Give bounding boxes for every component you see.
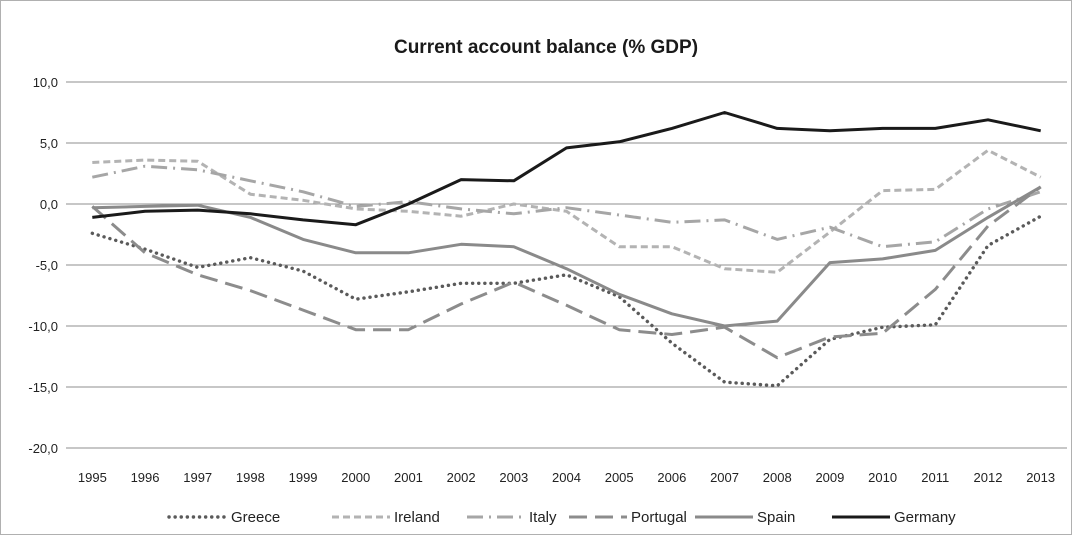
x-tick-label: 1999: [289, 470, 318, 485]
series-line-italy: [91, 164, 1042, 249]
x-tick-label: 2012: [974, 470, 1003, 485]
x-tick-label: 2007: [710, 470, 739, 485]
x-tick-label: 1997: [183, 470, 212, 485]
legend-label-germany: Germany: [894, 509, 956, 526]
x-tick-label: 2009: [815, 470, 844, 485]
legend-label-italy: Italy: [529, 509, 557, 526]
x-tick-label: 2013: [1026, 470, 1055, 485]
series-line-portugal: [91, 185, 1042, 360]
y-tick-label: -20,0: [28, 441, 58, 456]
x-axis-tick-labels: 1995 1996 1997 1998 1999 2000 2001 2002 2003 2004…: [78, 470, 1055, 485]
series-line-germany: [92, 111, 1042, 227]
y-tick-label: -5,0: [36, 258, 58, 273]
x-tick-label: 2003: [499, 470, 528, 485]
gridlines: [66, 81, 1067, 449]
chart-title: Current account balance (% GDP): [394, 37, 698, 58]
legend-label-ireland: Ireland: [394, 509, 440, 526]
x-tick-label: 2006: [657, 470, 686, 485]
x-tick-label: 2004: [552, 470, 581, 485]
legend-label-greece: Greece: [231, 509, 280, 526]
series-lines: [90, 111, 1043, 388]
x-tick-label: 2008: [763, 470, 792, 485]
y-tick-label: 5,0: [40, 136, 58, 151]
y-axis-tick-labels: 10,0 5,0 0,0 -5,0 -10,0 -15,0 -20,0: [28, 75, 58, 456]
y-tick-label: -10,0: [28, 319, 58, 334]
series-line-greece: [90, 214, 1043, 388]
x-tick-label: 1996: [131, 470, 160, 485]
x-tick-label: 2005: [605, 470, 634, 485]
x-tick-label: 2001: [394, 470, 423, 485]
x-tick-label: 2002: [447, 470, 476, 485]
x-tick-label: 2010: [868, 470, 897, 485]
y-tick-label: -15,0: [28, 380, 58, 395]
legend-label-portugal: Portugal: [631, 509, 687, 526]
x-tick-label: 1995: [78, 470, 107, 485]
x-tick-label: 1998: [236, 470, 265, 485]
legend-label-spain: Spain: [757, 509, 795, 526]
series-line-spain: [92, 185, 1042, 328]
series-line-ireland: [92, 148, 1042, 274]
y-tick-label: 10,0: [33, 75, 58, 90]
legend: Greece Ireland Italy Portugal Spain Germany: [167, 509, 956, 526]
x-tick-label: 2000: [341, 470, 370, 485]
y-tick-label: 0,0: [40, 197, 58, 212]
x-tick-label: 2011: [921, 470, 949, 485]
